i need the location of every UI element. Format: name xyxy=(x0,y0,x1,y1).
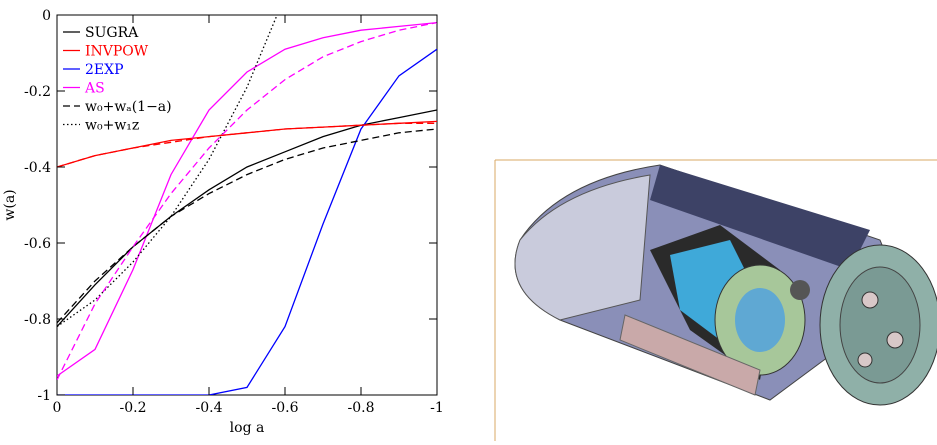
legend-label: w₀+w₁z xyxy=(85,118,139,134)
legend-label: AS xyxy=(84,81,105,97)
y-tick-label: -0.6 xyxy=(24,236,51,252)
x-axis-label: log a xyxy=(230,420,265,436)
series-line xyxy=(57,21,437,377)
x-tick-label: -0.2 xyxy=(120,400,147,416)
y-tick-label: -1 xyxy=(37,388,51,404)
plot-area xyxy=(57,15,437,395)
x-tick-label: -0.6 xyxy=(272,400,299,416)
y-tick-label: -0.4 xyxy=(24,160,51,176)
legend-label: SUGRA xyxy=(85,25,139,41)
plot-frame xyxy=(56,14,438,396)
series-line xyxy=(57,128,437,324)
legend-label: 2EXP xyxy=(85,62,124,78)
series-line xyxy=(57,48,437,395)
series-line xyxy=(57,122,437,168)
y-axis-label: w(a) xyxy=(2,189,18,220)
telescope-image xyxy=(494,159,937,441)
series-line xyxy=(57,21,437,381)
x-tick-label: -0.4 xyxy=(196,400,223,416)
series-line xyxy=(57,109,437,328)
x-tick-label: -0.8 xyxy=(348,400,375,416)
x-tick-label: 0 xyxy=(53,400,62,416)
y-tick-label: 0 xyxy=(42,8,51,24)
y-tick-label: -0.8 xyxy=(24,312,51,328)
legend-label: INVPOW xyxy=(85,44,149,60)
y-tick-label: -0.2 xyxy=(24,84,51,100)
legend-label: w₀+wₐ(1−a) xyxy=(85,99,172,115)
x-tick-label: -1 xyxy=(430,400,444,416)
